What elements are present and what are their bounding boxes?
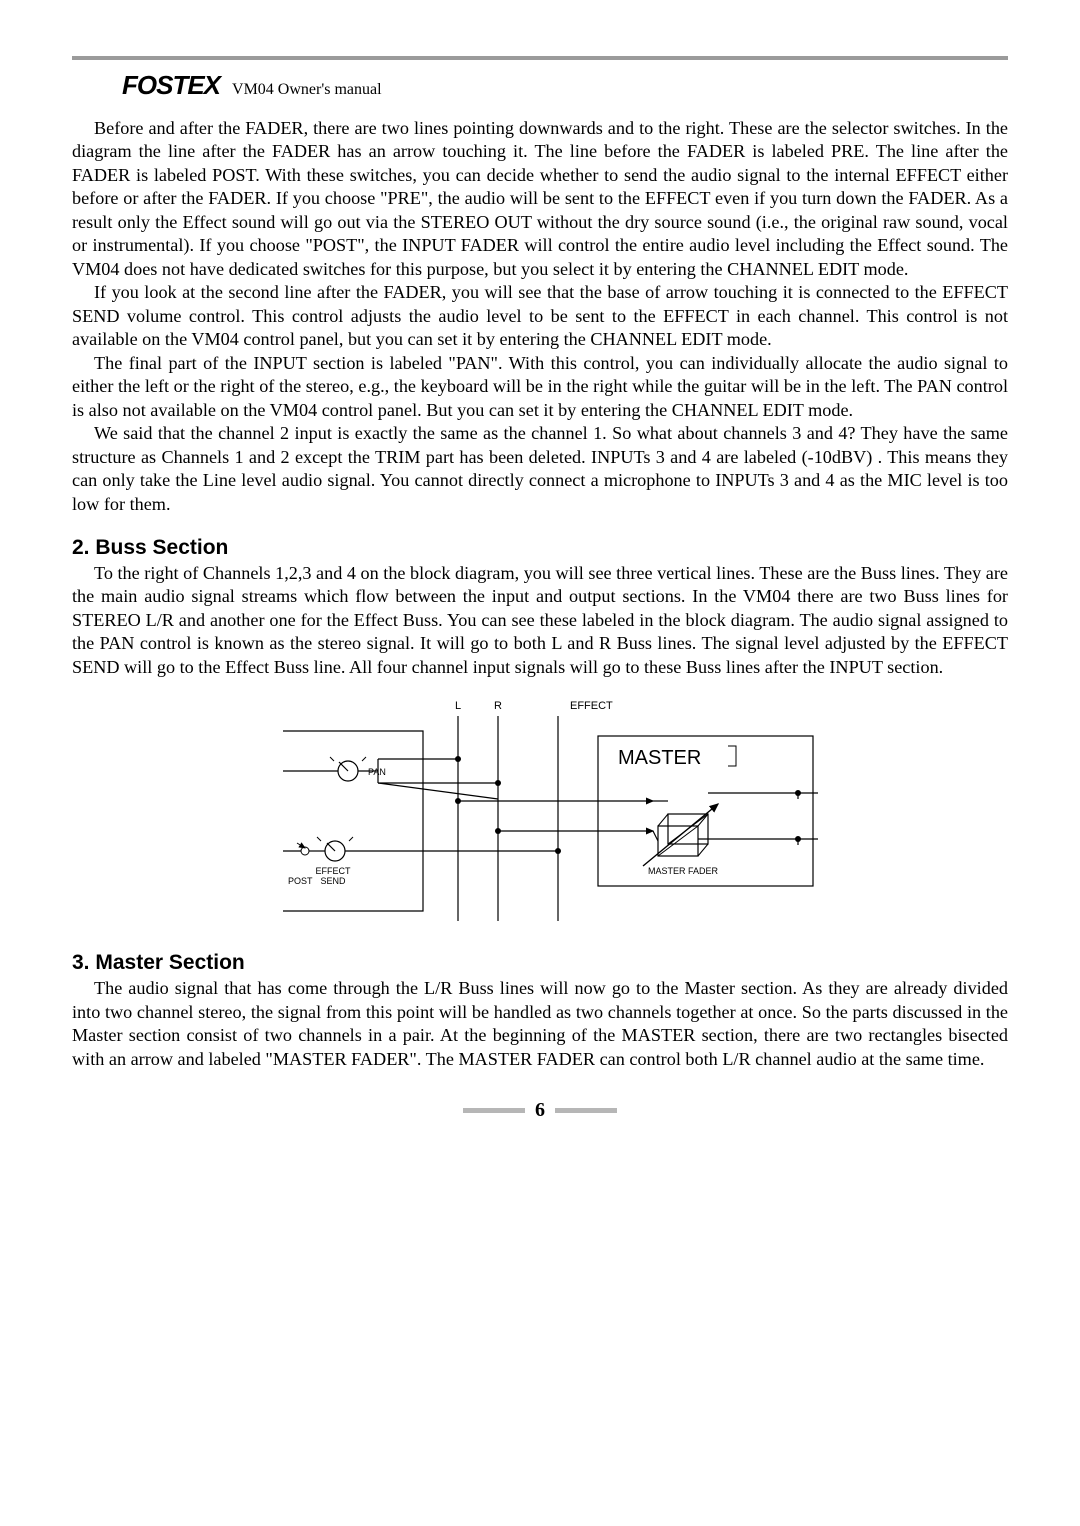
paragraph: We said that the channel 2 input is exac…	[72, 422, 1008, 516]
svg-text:EFFECT: EFFECT	[315, 866, 351, 876]
paragraph: To the right of Channels 1,2,3 and 4 on …	[72, 562, 1008, 679]
paragraph: If you look at the second line after the…	[72, 281, 1008, 351]
section-heading-buss: 2. Buss Section	[72, 536, 1008, 560]
section-heading-master: 3. Master Section	[72, 951, 1008, 975]
header: FOSTEX VM04 Owner's manual	[72, 70, 1008, 101]
top-rule	[72, 56, 1008, 60]
page: FOSTEX VM04 Owner's manual Before and af…	[0, 0, 1080, 1162]
svg-text:EFFECT: EFFECT	[570, 700, 613, 712]
footer-bar-right	[555, 1108, 617, 1113]
svg-text:L: L	[454, 700, 460, 712]
svg-text:R: R	[494, 700, 502, 712]
block-diagram: LREFFECTPANEFFECTSENDPOSTMASTERMASTER FA…	[72, 691, 1008, 931]
paragraph: The audio signal that has come through t…	[72, 977, 1008, 1071]
body-block-2: To the right of Channels 1,2,3 and 4 on …	[72, 562, 1008, 679]
page-footer: 6	[72, 1099, 1008, 1122]
brand-logo: FOSTEX	[122, 70, 220, 101]
paragraph: The final part of the INPUT section is l…	[72, 352, 1008, 422]
footer-bar-left	[463, 1108, 525, 1113]
buss-master-diagram: LREFFECTPANEFFECTSENDPOSTMASTERMASTER FA…	[263, 691, 818, 931]
paragraph: Before and after the FADER, there are tw…	[72, 117, 1008, 281]
body-block-1: Before and after the FADER, there are tw…	[72, 117, 1008, 516]
svg-text:MASTER: MASTER	[618, 747, 701, 769]
page-number: 6	[535, 1099, 545, 1122]
svg-text:MASTER FADER: MASTER FADER	[647, 866, 718, 876]
svg-text:POST: POST	[288, 876, 313, 886]
svg-text:SEND: SEND	[320, 876, 346, 886]
manual-title: VM04 Owner's manual	[232, 81, 382, 99]
body-block-3: The audio signal that has come through t…	[72, 977, 1008, 1071]
svg-text:PAN: PAN	[368, 767, 386, 777]
